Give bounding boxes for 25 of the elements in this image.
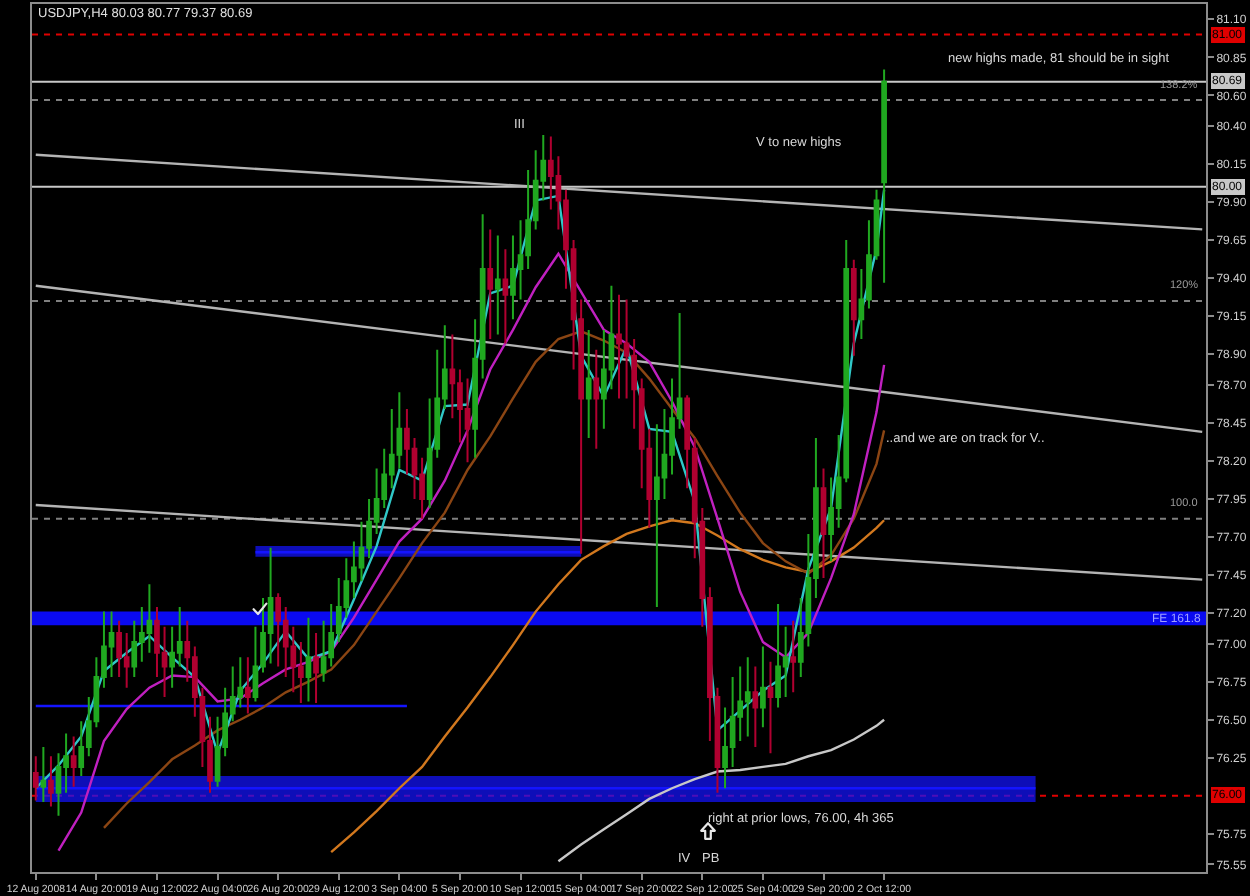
candlestick [820,467,827,580]
candlestick [760,645,766,729]
candlestick [313,631,319,704]
candlestick [48,755,54,808]
candlestick [616,293,622,400]
candlestick [775,602,781,709]
candlestick [267,546,274,665]
candlestick [585,328,592,439]
candlestick [593,348,600,450]
candlestick [494,234,501,336]
candlestick [502,248,509,345]
candlestick [881,68,887,284]
candlestick [40,746,47,803]
candlestick [790,619,797,694]
candlestick [752,665,759,749]
candlestick [70,735,77,788]
candlestick [245,656,251,715]
candlestick [487,228,494,341]
candlestick [767,660,774,755]
candlestick [305,616,312,703]
candlestick [464,377,471,464]
candlestick [32,755,39,802]
candlestick [744,656,751,738]
candlestick [850,258,857,357]
candlestick [146,583,153,654]
